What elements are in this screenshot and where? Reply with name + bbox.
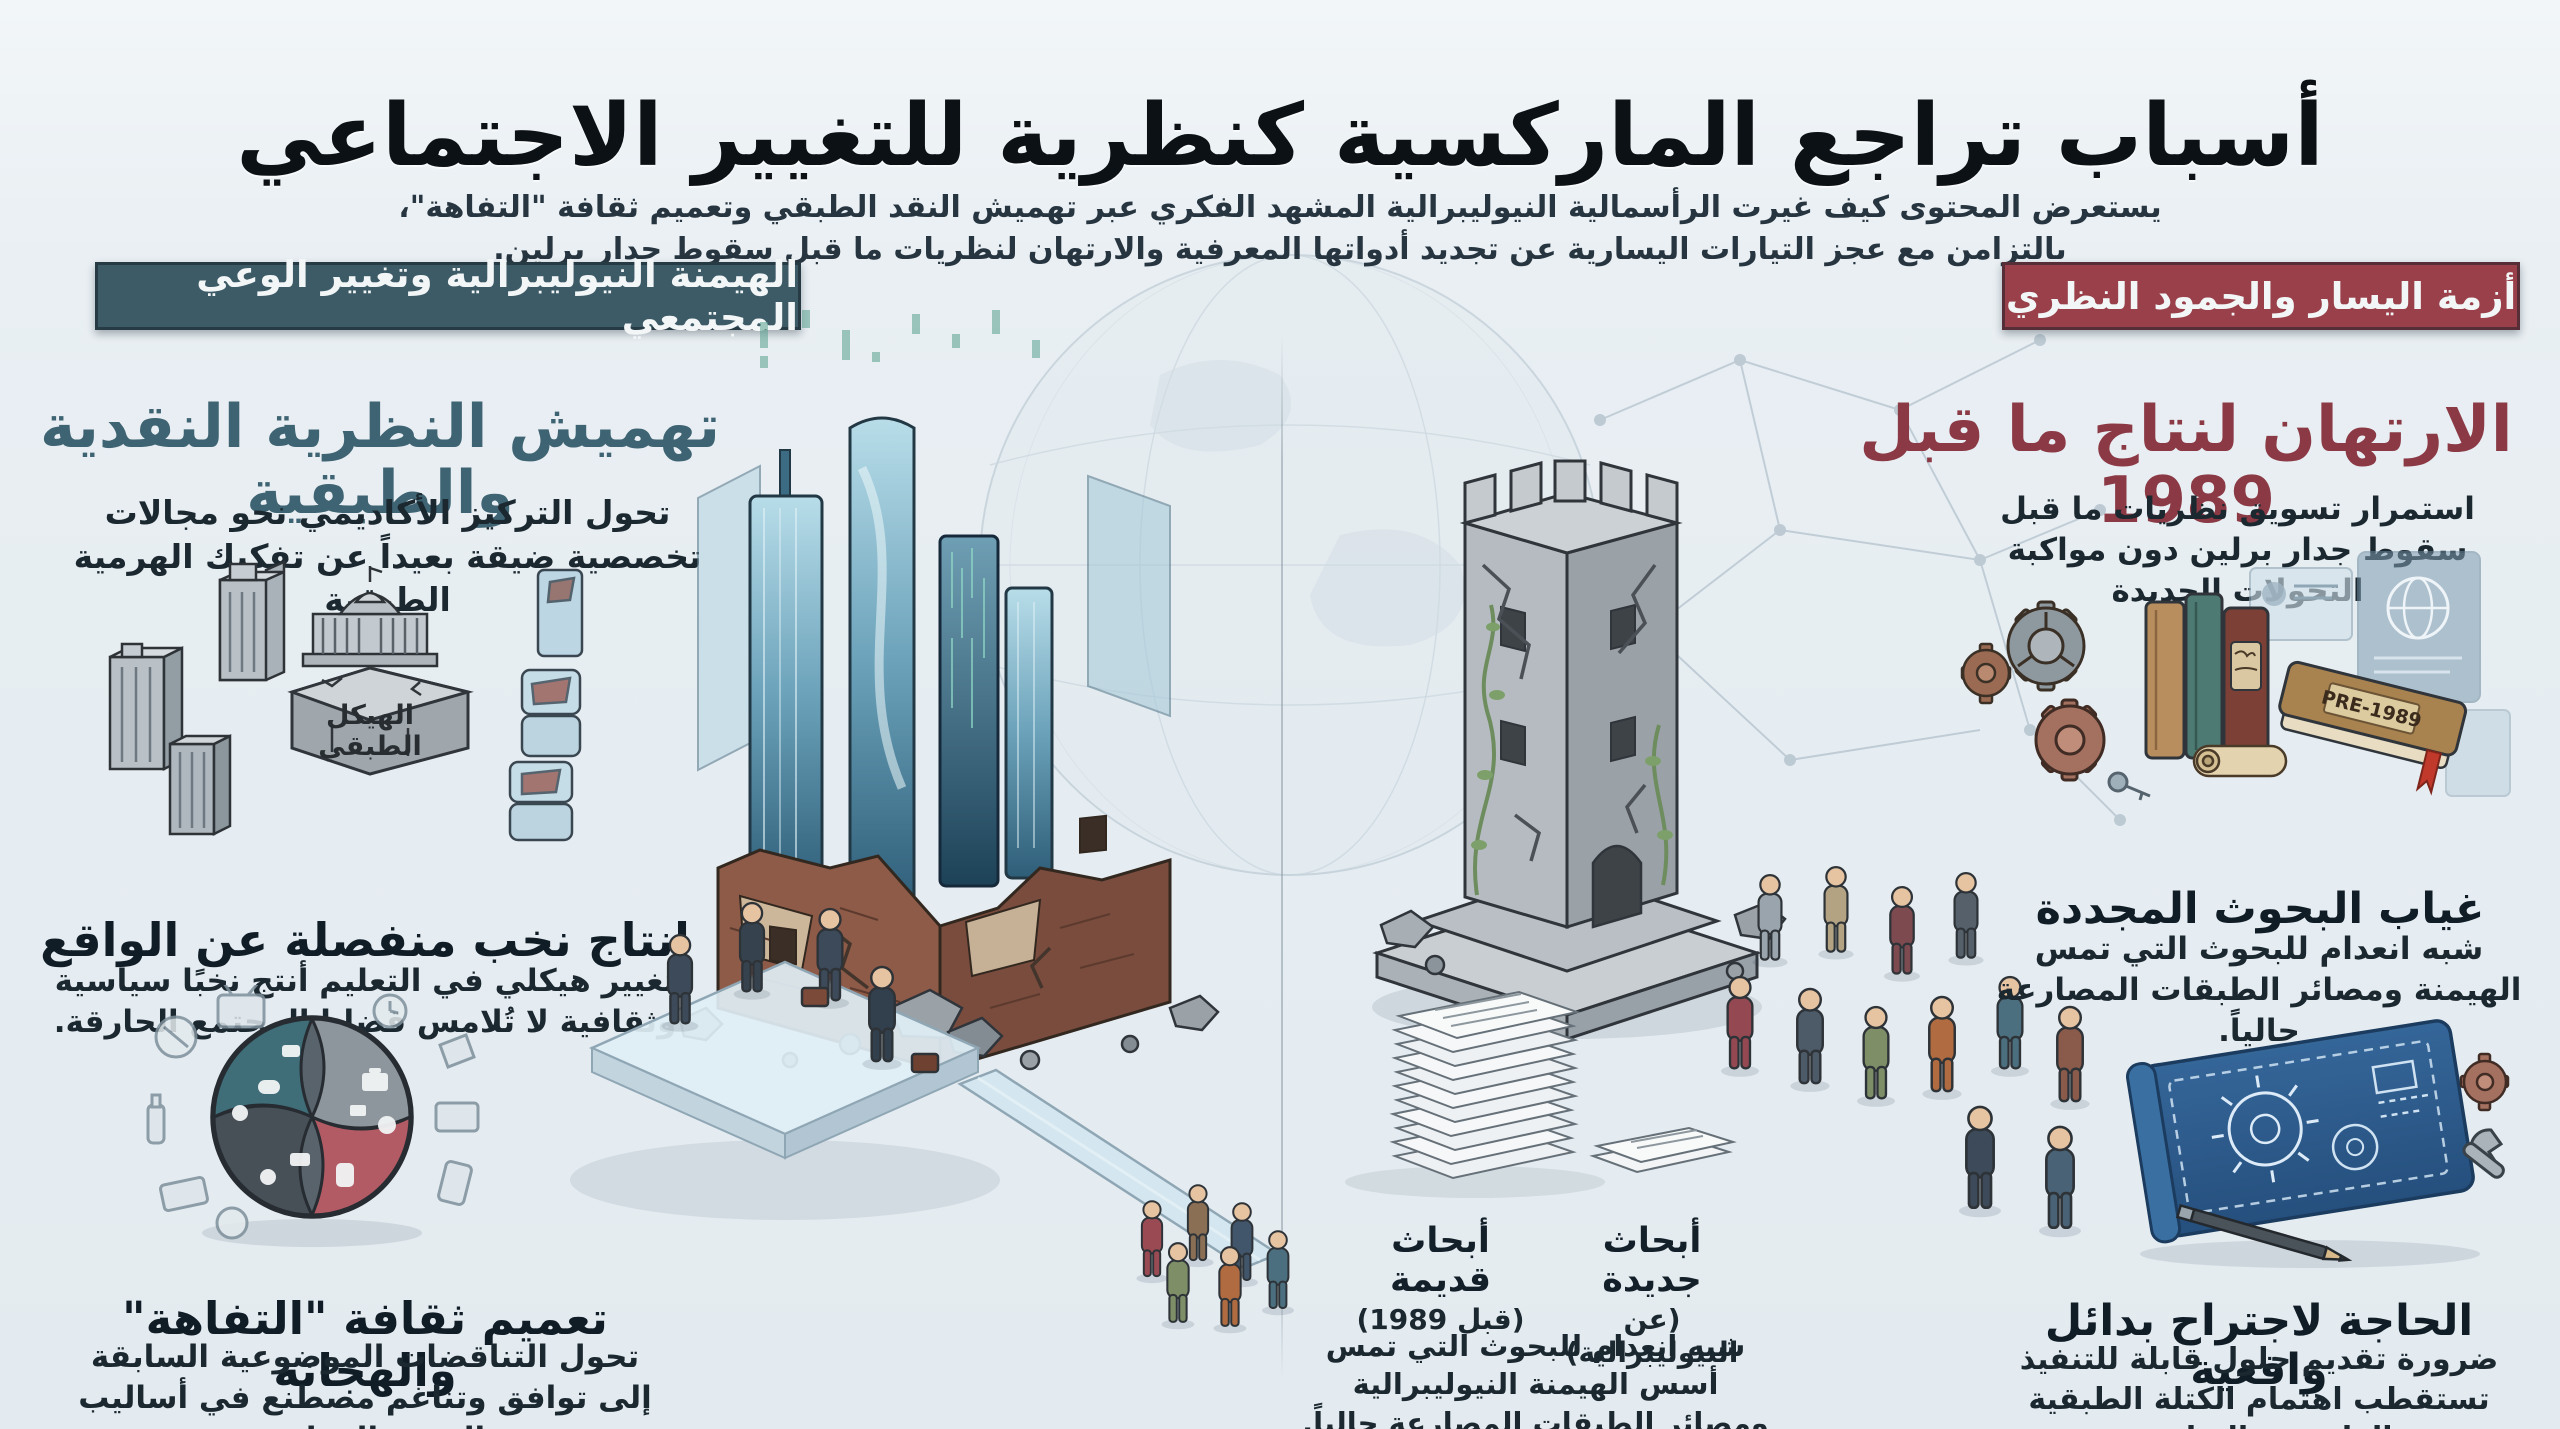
new-research-label-block: أبحاث جديدة (عن النيوليبرالية) bbox=[1552, 1222, 1752, 1369]
left-point2-title: إنتاج نخب منفصلة عن الواقع bbox=[40, 913, 690, 967]
media-swirl-illustration bbox=[146, 985, 480, 1247]
tag-icon bbox=[438, 1033, 476, 1069]
bottle-icon bbox=[146, 1103, 166, 1145]
new-research-stack-icon bbox=[1589, 1126, 1737, 1174]
page-subtitle-line1: يستعرض المحتوى كيف غيرت الرأسمالية النيو… bbox=[398, 190, 2162, 225]
page-subtitle-line2: بالتزامن مع عجز التيارات اليسارية عن تجد… bbox=[493, 232, 2067, 267]
right-section-badge: أزمة اليسار والجمود النظري bbox=[2002, 262, 2520, 330]
glass-bridge-icon bbox=[957, 1068, 1281, 1270]
globe-background bbox=[979, 254, 1601, 876]
class-slab-label: الهيكل الطبقي bbox=[318, 700, 422, 763]
center-divider bbox=[1281, 335, 1283, 1380]
capitol-icon bbox=[301, 566, 439, 668]
old-research-label: أبحاث قديمة bbox=[1390, 1221, 1491, 1300]
key-icon bbox=[2107, 771, 2151, 801]
pencil-icon bbox=[2175, 1203, 2353, 1262]
elite-figures bbox=[660, 901, 940, 1074]
right-point2-text: شبه انعدام للبحوث التي تمس الهيمنة ومصائ… bbox=[1996, 931, 2522, 1049]
glass-cubes-icon bbox=[508, 568, 584, 842]
wrench-icon bbox=[2462, 1128, 2505, 1179]
building-icon bbox=[108, 642, 184, 772]
old-research-sublabel: (قبل 1989) bbox=[1356, 1303, 1525, 1336]
briefcase-icon bbox=[910, 1052, 940, 1074]
building-icon bbox=[218, 560, 286, 682]
left-point3-text: تحول التناقضات الموضوعية السابقة إلى توا… bbox=[78, 1339, 652, 1429]
old-research-label-block: أبحاث قديمة (قبل 1989) bbox=[1338, 1222, 1543, 1336]
pre1989-book-icon: PRE-1989 bbox=[2278, 660, 2468, 796]
rusty-gear-icon bbox=[2459, 1052, 2510, 1112]
digital-rain-icon bbox=[760, 310, 1040, 368]
briefcase-icon bbox=[800, 986, 830, 1008]
scroll-icon bbox=[2192, 744, 2288, 778]
blueprint-illustration bbox=[2125, 1019, 2510, 1268]
media-swirl-icon bbox=[210, 1015, 414, 1219]
new-research-sublabel: (عن النيوليبرالية) bbox=[1565, 1303, 1739, 1369]
blueprint-icon bbox=[2125, 1019, 2475, 1244]
rusty-gear-icon bbox=[2034, 698, 2106, 782]
right-section-heading: الارتهان لنتاج ما قبل 1989 bbox=[1859, 393, 2513, 538]
old-books-illustration: PRE-1989 bbox=[1960, 551, 2511, 801]
books-icon bbox=[2144, 592, 2270, 760]
left-point1-text: تحول التركيز الأكاديمي نحو مجالات تخصصية… bbox=[73, 493, 702, 619]
right-point3-text: ضرورة تقديم حلول قابلة للتنفيذ تستقطب اه… bbox=[2019, 1342, 2499, 1429]
right-point3-title: الحاجة لاجتراح بدائل واقعية bbox=[2044, 1296, 2474, 1396]
research-papers-illustration bbox=[1345, 990, 1737, 1198]
cracked-tower-illustration bbox=[1372, 459, 1787, 1042]
old-research-stack-icon bbox=[1389, 990, 1581, 1180]
page-title: أسباب تراجع الماركسية كنظرية للتغيير الا… bbox=[236, 85, 2324, 186]
wallet-icon bbox=[434, 1101, 480, 1133]
skyscraper-icon bbox=[748, 416, 1054, 910]
new-research-label: أبحاث جديدة bbox=[1602, 1221, 1702, 1300]
network-background bbox=[1594, 334, 2126, 826]
research-caption: شبه انعدام للبحوث التي تمس أسس الهيمنة ا… bbox=[1302, 1329, 1769, 1429]
phone-icon bbox=[437, 1160, 473, 1206]
tv-icon bbox=[216, 993, 266, 1029]
left-section-heading: تهميش النظرية النقدية والطبقية bbox=[39, 391, 721, 528]
building-icon bbox=[168, 733, 232, 837]
approaching-crowd bbox=[1135, 1184, 1296, 1335]
left-point3-title: تعميم ثقافة "التفاهة" والهجانة bbox=[122, 1292, 608, 1397]
tower-body-icon bbox=[1459, 459, 1683, 930]
right-point2-title: غياب البحوث المجددة bbox=[2035, 884, 2485, 934]
ball-icon bbox=[215, 1206, 249, 1240]
rusty-gear-icon bbox=[2006, 600, 2086, 692]
card-icon bbox=[159, 1175, 209, 1213]
rusty-gear-icon bbox=[1960, 642, 2012, 705]
class-slab-icon bbox=[287, 666, 474, 776]
class-structure-illustration bbox=[108, 560, 584, 842]
elite-platform-illustration bbox=[570, 901, 1296, 1335]
screens-icon bbox=[2249, 551, 2511, 797]
